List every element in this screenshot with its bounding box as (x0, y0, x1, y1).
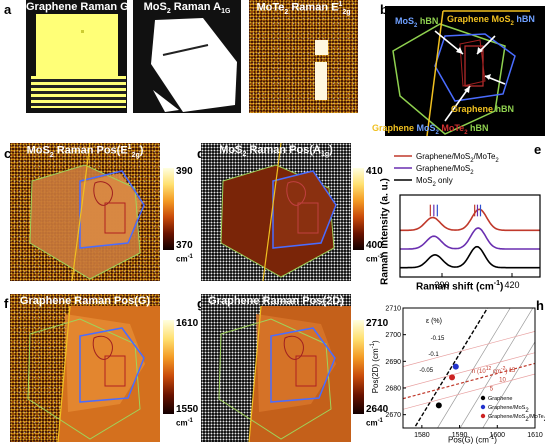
legend-label: Graphene/MoS2/MoTe2 (416, 152, 499, 164)
map-title: MoS2 Raman Pos(E12g) (26, 144, 144, 159)
colorbar-f-min: 1550 (176, 404, 199, 415)
plot-frame (402, 307, 536, 429)
strain-guide (437, 308, 511, 428)
colorbar-g-unit: cm-1 (366, 418, 383, 428)
chart-e-xlabel: Raman shift (cm-1) (416, 280, 504, 293)
colorbar-f-unit: cm-1 (176, 418, 193, 428)
label-graphene-mos2-mote2-hbn: Graphene MoS2 MoTe2 hBN (372, 123, 489, 136)
label-mos2-hbn: MoS2 hBN (395, 16, 439, 29)
x-tick-label: 1610 (527, 432, 543, 439)
y-tick-label: 2670 (385, 412, 401, 419)
schematic-heterostructure: MoS2 hBN Graphene MoS2 hBN Graphene hBN (385, 6, 545, 136)
x-tick-label: 1580 (414, 432, 430, 439)
doping-tick-label: 15 (509, 368, 516, 374)
colorbar-c-min: 370 (176, 240, 193, 251)
colorbar-c (163, 168, 174, 250)
strain-tick-label: -0.15 (431, 336, 445, 342)
label-graphene-mos2-hbn: Graphene MoS2 hBN (447, 14, 535, 27)
spectrum-series-0 (400, 208, 540, 232)
doping-guide (403, 352, 535, 389)
colorbar-g-min: 2640 (366, 404, 389, 415)
x-tick-label: 390 (434, 280, 449, 290)
y-tick-label: 2690 (385, 359, 401, 366)
x-tick-label: 1590 (452, 432, 468, 439)
legend-label: Graphene/MoS2 (488, 405, 529, 414)
data-point-2 (449, 374, 456, 381)
chart-h-xlabel: Pos(G) (cm-1) (448, 435, 497, 445)
map-graphene-pos-2d: Graphene Raman Pos(2D) (201, 294, 351, 442)
chart-h-ylabel-wrap: Pos(2D) (cm-1) (368, 318, 380, 418)
chart-h-strain-label: ε (%) (426, 318, 442, 325)
doping-guide (403, 330, 535, 368)
panel-letter-e: e (534, 142, 542, 157)
doping-tick-label: 5 (490, 387, 494, 393)
panel-letter-b: b (380, 2, 388, 17)
panel-letter-c: c (4, 146, 12, 161)
colorbar-d-max: 410 (366, 166, 383, 177)
strain-guide (482, 341, 535, 428)
strain-tick-label: -0.05 (419, 368, 433, 374)
spectrum-series-2 (400, 245, 540, 269)
colorbar-c-max: 390 (176, 166, 193, 177)
y-tick-label: 2700 (385, 332, 401, 339)
colorbar-f-max: 1610 (176, 318, 199, 329)
colorbar-f (163, 320, 174, 414)
spectrum-series-1 (400, 227, 540, 250)
plot-frame (399, 194, 541, 278)
strain-guide (459, 308, 534, 428)
colorbar-c-unit: cm-1 (176, 254, 193, 264)
map-mote2-raman-e12g: MoTe2 Raman E12g (249, 0, 358, 113)
map-graphene-pos-g: Graphene Raman Pos(G) (10, 294, 160, 442)
data-point-0 (435, 402, 442, 409)
legend-label: Graphene/MoS2/MoTe2 (488, 414, 545, 423)
map-mos2-pos-a1g: MoS2 Raman Pos(A1g) (201, 143, 351, 281)
legend-label: MoS2 only (416, 176, 453, 188)
chart-e-ylabel: Raman intensity (a. u.) (379, 178, 391, 285)
map-mos2-raman-a1g: MoS2 Raman A1G (133, 0, 241, 113)
map-title: MoTe2 Raman E12g (256, 1, 351, 16)
reference-lines (403, 308, 535, 428)
doping-line (403, 362, 535, 400)
panel-letter-a: a (4, 2, 12, 17)
data-point-1 (452, 363, 459, 370)
strain-line (413, 308, 489, 428)
colorbar-d (353, 168, 364, 250)
y-tick-label: 2710 (385, 306, 401, 313)
map-title: Graphene Raman G (26, 1, 127, 13)
panel-letter-d: d (197, 146, 205, 161)
legend-label: Graphene/MoS2 (416, 164, 474, 176)
chart-h-doping-label: n (1012 cm-2) (472, 366, 508, 375)
map-title: MoS2 Raman A1G (143, 1, 231, 16)
panel-letter-h: h (536, 298, 544, 313)
chart-e-ylabel-wrap: Raman intensity (a. u.) (368, 178, 391, 285)
legend-marker (480, 413, 486, 419)
strain-tick-label: -0.1 (428, 352, 439, 358)
doping-tick-label: 10 (499, 377, 506, 383)
colorbar-d-unit: cm-1 (366, 254, 383, 264)
map-graphene-raman-g: Graphene Raman G (26, 0, 127, 113)
x-tick-label: 420 (504, 280, 519, 290)
panel-letter-f: f (4, 296, 9, 311)
map-mos2-pos-e12g: MoS2 Raman Pos(E12g) (10, 143, 160, 281)
y-tick-label: 2680 (385, 386, 401, 393)
map-title: Graphene Raman Pos(G) (19, 295, 151, 307)
legend-label: Graphene (488, 396, 512, 402)
map-title: Graphene Raman Pos(2D) (208, 295, 344, 307)
doping-guide (403, 373, 535, 410)
colorbar-d-min: 400 (366, 240, 383, 251)
legend-marker (480, 395, 486, 401)
map-title: MoS2 Raman Pos(A1g) (219, 144, 333, 159)
legend-marker (480, 404, 486, 410)
colorbar-g-max: 2710 (366, 318, 389, 329)
label-graphene-hbn: Graphene hBN (451, 104, 515, 114)
chart-h-ylabel: Pos(2D) (cm-1) (370, 340, 380, 394)
x-tick-label: 1600 (489, 432, 505, 439)
panel-letter-g: g (197, 296, 205, 311)
colorbar-g (353, 320, 364, 414)
